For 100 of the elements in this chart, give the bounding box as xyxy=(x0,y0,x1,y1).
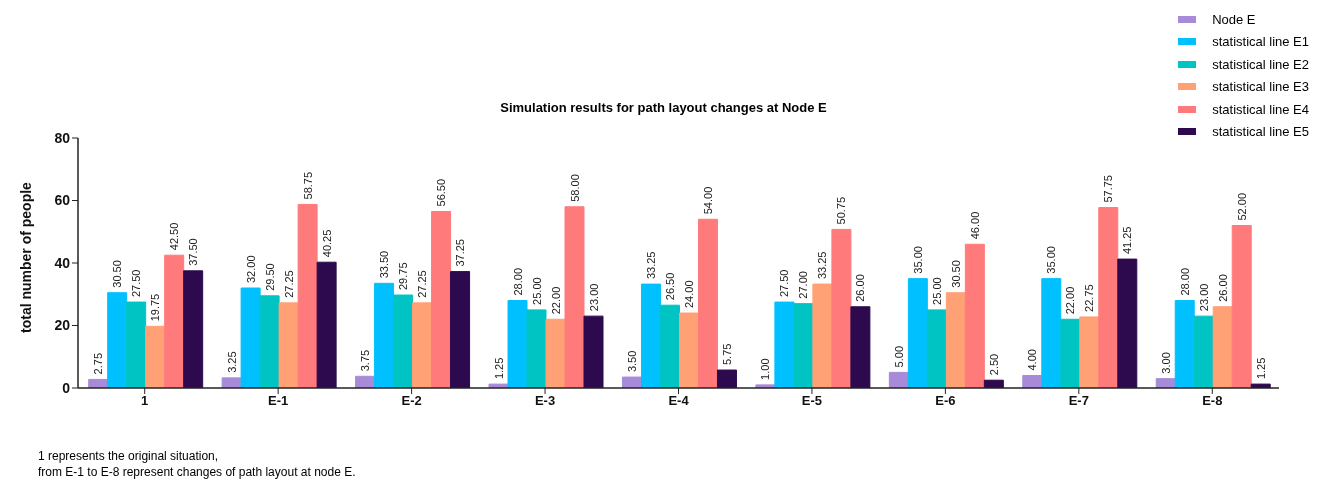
data-label: 54.00 xyxy=(701,186,714,215)
bar xyxy=(1231,225,1252,388)
data-label: 28.00 xyxy=(511,267,524,296)
y-tick-label: 20 xyxy=(54,317,71,334)
bar xyxy=(678,312,699,388)
data-label: 32.00 xyxy=(244,255,257,283)
legend-label: Node E xyxy=(1212,11,1256,27)
data-label: 40.25 xyxy=(320,229,333,258)
data-label: 27.50 xyxy=(130,269,143,298)
data-label: 57.75 xyxy=(1102,175,1115,203)
bar xyxy=(183,270,204,388)
data-label: 5.00 xyxy=(892,345,905,368)
data-label: 56.50 xyxy=(435,178,448,207)
data-label: 33.25 xyxy=(644,251,657,280)
data-label: 1.00 xyxy=(759,358,772,380)
x-tick-label: E-5 xyxy=(801,393,823,409)
bar xyxy=(716,369,737,388)
data-label: 35.00 xyxy=(1045,246,1058,274)
data-label: 19.75 xyxy=(149,293,162,322)
x-tick-label: E-4 xyxy=(668,393,690,409)
bar xyxy=(126,301,147,388)
bar xyxy=(1193,315,1214,388)
data-label: 23.00 xyxy=(1197,283,1210,312)
data-label: 28.00 xyxy=(1178,267,1191,296)
data-label: 37.50 xyxy=(187,238,200,266)
data-label: 22.75 xyxy=(1083,284,1096,312)
data-label: 25.00 xyxy=(530,277,543,305)
bar xyxy=(545,318,566,388)
data-label: 35.00 xyxy=(911,246,924,274)
data-label: 22.00 xyxy=(549,286,562,315)
data-label: 25.00 xyxy=(930,277,943,305)
bar xyxy=(259,295,280,388)
data-label: 23.00 xyxy=(587,283,600,312)
data-label: 27.25 xyxy=(282,270,295,298)
data-label: 29.75 xyxy=(397,262,410,291)
legend-label: statistical line E1 xyxy=(1212,34,1309,50)
data-label: 52.00 xyxy=(1235,192,1248,221)
bar xyxy=(697,218,718,388)
x-tick-label: E-3 xyxy=(534,393,556,409)
bar xyxy=(1250,383,1271,388)
bar xyxy=(850,306,871,388)
bar xyxy=(412,302,433,388)
data-label: 50.75 xyxy=(835,196,848,225)
x-tick-label: E-6 xyxy=(935,393,956,409)
data-label: 58.75 xyxy=(301,171,314,200)
bar xyxy=(1079,316,1100,388)
data-label: 5.75 xyxy=(720,343,733,366)
bar xyxy=(526,309,547,388)
data-label: 26.00 xyxy=(854,274,867,302)
data-label: 58.00 xyxy=(568,174,581,202)
data-label: 37.25 xyxy=(454,239,467,267)
legend-label: statistical line E5 xyxy=(1212,124,1309,140)
data-label: 27.25 xyxy=(416,270,429,298)
bar xyxy=(1098,207,1119,388)
data-label: 3.50 xyxy=(625,350,638,373)
data-label: 26.50 xyxy=(663,272,676,301)
bar xyxy=(945,292,966,388)
y-axis-title: total number of people xyxy=(17,181,34,333)
bar xyxy=(583,315,604,388)
x-tick-label: 1 xyxy=(141,393,149,409)
bar xyxy=(659,304,680,388)
chart-title: Simulation results for path layout changes at Node E xyxy=(500,100,827,115)
bar xyxy=(831,228,852,388)
bar xyxy=(278,302,299,388)
bar xyxy=(431,210,452,388)
x-tick-label: E-7 xyxy=(1068,393,1089,409)
bar xyxy=(297,203,318,388)
bar xyxy=(450,271,471,388)
x-tick-label: E-1 xyxy=(268,393,289,409)
data-label: 42.50 xyxy=(168,222,181,251)
data-label: 1.25 xyxy=(492,357,505,380)
data-label: 33.50 xyxy=(378,250,391,279)
y-tick-label: 60 xyxy=(54,192,71,209)
data-label: 22.00 xyxy=(1064,286,1077,315)
text: from E-1 to E-8 represent changes of path layout at node E. xyxy=(38,464,356,480)
bar xyxy=(907,278,928,388)
y-tick-label: 80 xyxy=(54,129,71,146)
data-label: 30.50 xyxy=(111,260,124,288)
bar xyxy=(164,254,185,388)
text: 1 represents the original situation, xyxy=(38,448,220,464)
bar xyxy=(145,325,166,388)
data-label: 24.00 xyxy=(682,280,695,308)
data-label: 4.00 xyxy=(1026,349,1039,371)
y-tick-label: 0 xyxy=(62,379,71,396)
legend-label: statistical line E4 xyxy=(1212,101,1309,117)
data-label: 26.00 xyxy=(1216,274,1229,302)
y-tick-label: 40 xyxy=(54,254,71,271)
bar xyxy=(621,376,642,388)
bar xyxy=(374,282,395,388)
x-tick-label: E-8 xyxy=(1202,393,1223,409)
data-label: 3.25 xyxy=(225,351,238,373)
data-label: 27.00 xyxy=(797,271,810,299)
x-tick-label: E-2 xyxy=(401,393,422,409)
data-label: 2.75 xyxy=(92,352,105,375)
bar xyxy=(964,243,985,388)
bar xyxy=(1041,278,1062,388)
bar xyxy=(393,294,414,388)
data-label: 1.25 xyxy=(1254,357,1267,380)
bar xyxy=(1117,258,1138,388)
data-label: 30.50 xyxy=(949,260,962,288)
